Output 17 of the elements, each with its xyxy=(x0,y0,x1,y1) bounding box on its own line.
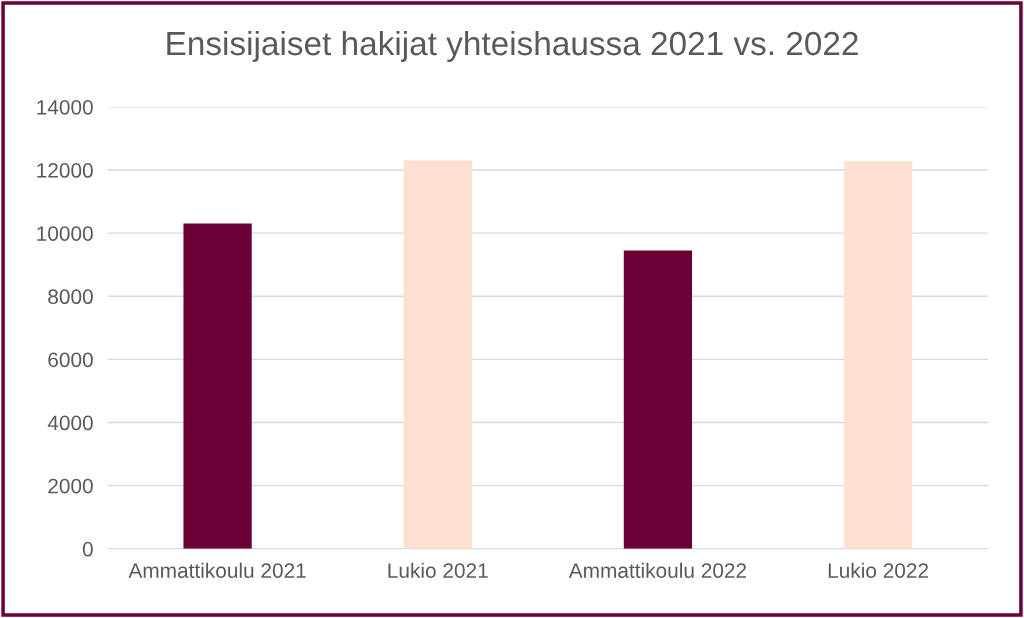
y-tick-label: 6000 xyxy=(48,352,93,368)
y-tick-label: 8000 xyxy=(48,289,93,305)
x-tick-label: Ammattikoulu 2022 xyxy=(568,562,747,578)
y-tick-label: 10000 xyxy=(37,226,93,241)
y-tick-label: 2000 xyxy=(48,478,93,494)
bar xyxy=(183,223,252,549)
chart-title: Ensisijaiset hakijat yhteishaussa 2021 vs. 2022 xyxy=(167,30,858,62)
x-tick-label: Lukio 2022 xyxy=(828,562,929,578)
bar xyxy=(843,161,913,549)
y-tick-label: 4000 xyxy=(47,415,93,431)
y-tick-label: 0 xyxy=(82,541,93,557)
x-tick-label: Ammattikoulu 2021 xyxy=(128,562,306,578)
x-tick-label: Lukio 2021 xyxy=(388,562,488,578)
bar xyxy=(403,160,472,549)
bar xyxy=(623,250,693,549)
y-tick-label: 14000 xyxy=(37,99,93,115)
y-tick-label: 12000 xyxy=(37,163,93,178)
